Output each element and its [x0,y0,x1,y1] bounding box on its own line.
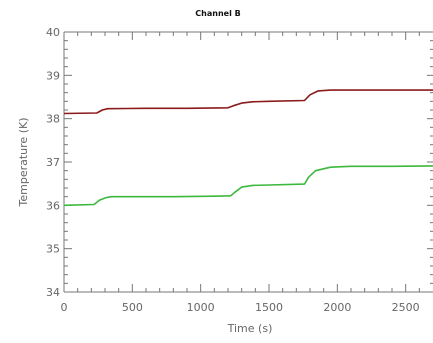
x-tick-label: 1500 [255,301,283,314]
series-line-2 [63,165,433,207]
series-layer [63,89,433,207]
y-tick-label: 39 [46,69,60,82]
y-axis-label: Temperature (K) [17,118,30,208]
x-tick-label: 500 [122,301,143,314]
y-tick-label: 34 [46,286,60,299]
y-tick-label: 38 [46,113,60,126]
x-tick-label: 0 [61,301,68,314]
series-line-1 [63,89,433,115]
y-axis: 34 35 36 37 38 39 40 [46,26,433,299]
y-tick-label: 36 [46,199,60,212]
y-tick-label: 37 [46,156,60,169]
x-axis: 0 500 1000 1500 2000 2500 [61,32,420,314]
x-tick-label: 2000 [323,301,351,314]
x-tick-label: 2500 [392,301,420,314]
plot-frame [63,31,433,293]
x-tick-label: 1000 [187,301,215,314]
chart-title: Channel B [195,9,240,18]
x-axis-label: Time (s) [227,322,273,335]
y-tick-label: 35 [46,243,60,256]
y-tick-label: 40 [46,26,60,39]
